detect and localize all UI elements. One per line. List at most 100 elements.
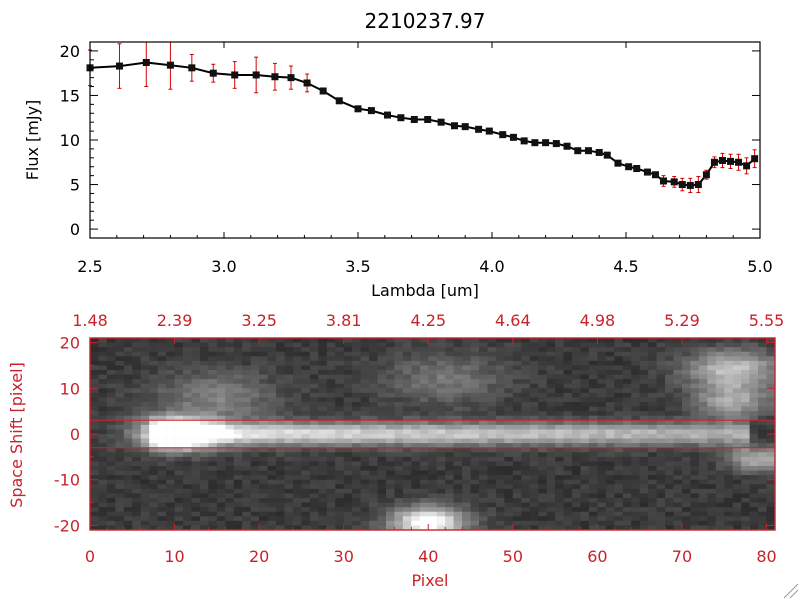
heatmap-cell xyxy=(318,443,328,449)
heatmap-cell xyxy=(732,420,742,426)
heatmap-cell xyxy=(681,379,691,385)
heatmap-cell xyxy=(242,493,251,499)
heatmap-cell xyxy=(512,516,522,522)
heatmap-cell xyxy=(191,470,201,476)
heatmap-cell xyxy=(436,479,446,485)
heatmap-cell xyxy=(335,452,345,458)
heatmap-cell xyxy=(301,420,311,426)
heatmap-cell xyxy=(216,525,226,531)
heatmap-cell xyxy=(479,502,488,508)
heatmap-cell xyxy=(199,434,209,439)
heatmap-cell xyxy=(276,397,285,403)
heatmap-cell xyxy=(512,388,522,394)
resize-grip-icon[interactable] xyxy=(783,583,799,599)
heatmap-cell xyxy=(149,383,158,389)
heatmap-cell xyxy=(292,443,302,449)
heatmap-cell xyxy=(681,338,691,343)
heatmap-cell xyxy=(495,507,505,513)
heatmap-cell xyxy=(648,511,657,517)
heatmap-cell xyxy=(732,338,742,343)
heatmap-cell xyxy=(411,406,421,412)
heatmap-cell xyxy=(360,479,370,485)
heatmap-cell xyxy=(631,470,640,476)
heatmap-cell xyxy=(715,420,725,426)
heatmap-cell xyxy=(681,443,691,449)
heatmap-cell xyxy=(563,498,573,503)
heatmap-cell xyxy=(732,356,742,362)
heatmap-cell xyxy=(546,351,556,357)
heatmap-cell xyxy=(90,356,99,362)
heatmap-cell xyxy=(90,370,99,375)
heatmap-cell xyxy=(453,502,463,508)
data-point xyxy=(397,114,405,122)
heatmap-cell xyxy=(411,429,421,435)
heatmap-cell xyxy=(149,429,158,435)
heatmap-cell xyxy=(225,379,235,385)
heatmap-cell xyxy=(115,511,125,517)
heatmap-cell xyxy=(106,415,116,421)
heatmap-cell xyxy=(123,360,133,366)
heatmap-cell xyxy=(597,420,607,426)
heatmap-cell xyxy=(529,374,539,380)
heatmap-cell xyxy=(631,447,640,453)
heatmap-cell xyxy=(622,493,632,499)
heatmap-cell xyxy=(385,347,395,353)
heatmap-cell xyxy=(605,443,615,449)
heatmap-cell xyxy=(690,388,700,394)
heatmap-cell xyxy=(631,507,640,513)
heatmap-cell xyxy=(343,525,353,531)
heatmap-cell xyxy=(369,392,378,398)
heatmap-cell xyxy=(377,406,387,412)
heatmap-cell xyxy=(453,461,463,467)
heatmap-cell xyxy=(529,507,539,513)
heatmap-cell xyxy=(741,438,750,444)
heatmap-cell xyxy=(631,429,640,435)
heatmap-cell xyxy=(411,370,421,375)
heatmap-cell xyxy=(428,424,438,430)
heatmap-cell xyxy=(766,438,776,444)
heatmap-cell xyxy=(385,479,395,485)
heatmap-cell xyxy=(284,351,294,357)
heatmap-cell xyxy=(529,356,539,362)
heatmap-cell xyxy=(580,502,590,508)
heatmap-cell xyxy=(681,356,691,362)
heatmap-cell xyxy=(292,488,302,494)
heatmap-cell xyxy=(470,402,480,407)
heatmap-cell xyxy=(123,507,133,513)
heatmap-cell xyxy=(529,370,539,375)
heatmap-cell xyxy=(521,397,531,403)
heatmap-cell xyxy=(115,365,125,371)
heatmap-cell xyxy=(715,502,725,508)
heatmap-cell xyxy=(698,374,708,380)
heatmap-cell xyxy=(199,456,209,462)
heatmap-cell xyxy=(352,379,361,385)
heatmap-cell xyxy=(98,520,108,526)
heatmap-cell xyxy=(191,388,201,394)
heatmap-cell xyxy=(462,511,471,517)
heatmap-cell xyxy=(419,516,429,522)
heatmap-cell xyxy=(394,379,404,385)
heatmap-cell xyxy=(470,374,480,380)
heatmap-cell xyxy=(233,507,243,513)
heatmap-cell xyxy=(580,402,590,407)
heatmap-cell xyxy=(546,516,556,522)
heatmap-cell xyxy=(292,520,302,526)
heatmap-cell xyxy=(369,516,378,522)
heatmap-cell xyxy=(276,479,285,485)
heatmap-cell xyxy=(90,511,99,517)
heatmap-cell xyxy=(98,338,108,343)
heatmap-cell xyxy=(335,456,345,462)
heatmap-cell xyxy=(98,447,108,453)
heatmap-cell xyxy=(191,392,201,398)
heatmap-cell xyxy=(276,525,285,531)
heatmap-cell xyxy=(199,415,209,421)
heatmap-cell xyxy=(597,360,607,366)
heatmap-cell xyxy=(216,452,226,458)
heatmap-cell xyxy=(707,374,717,380)
heatmap-cell xyxy=(453,388,463,394)
heatmap-cell xyxy=(106,452,116,458)
heatmap-cell xyxy=(242,447,251,453)
heatmap-cell xyxy=(309,420,319,426)
heatmap-cell xyxy=(343,374,353,380)
heatmap-cell xyxy=(470,351,480,357)
